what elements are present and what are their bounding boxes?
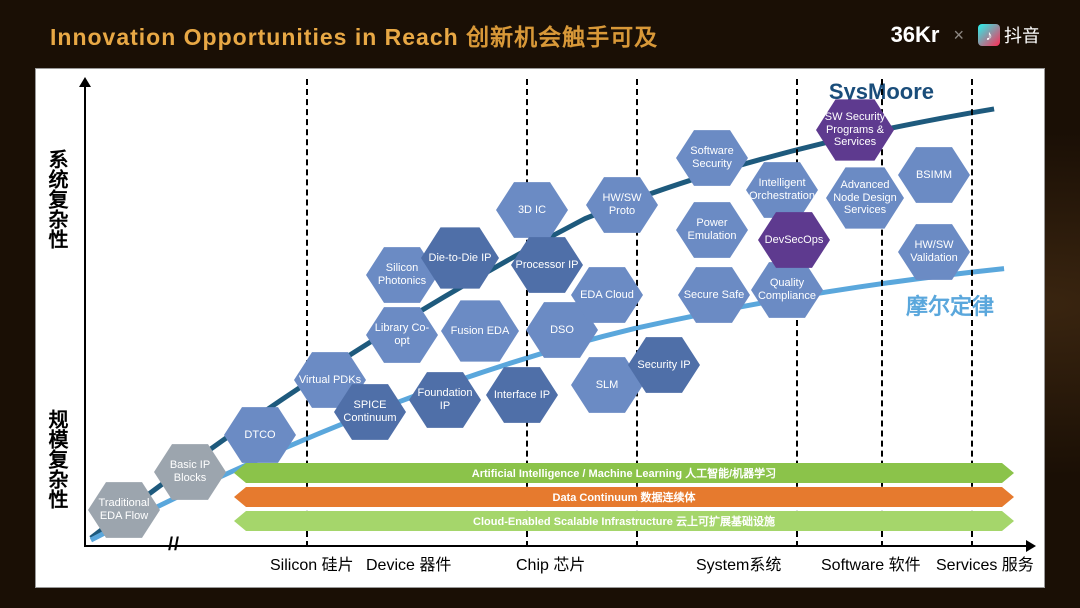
hex-proto: HW/SW Proto [586,174,658,236]
hex-adv-node: Advanced Node Design Services [826,164,904,232]
logo-separator: × [953,25,964,46]
hex-3dic: 3D IC [496,179,568,241]
hex-power: Power Emulation [676,199,748,261]
hex-foundation: Foundation IP [409,369,481,431]
chart-container: 系统复杂性 规模复杂性 / / SysMoore 摩尔定律 Silicon 硅片… [35,68,1045,588]
x-axis-label: Software 软件 [821,551,921,575]
hex-library: Library Co-opt [366,304,438,366]
x-axis-label: Services 服务 [936,551,1034,575]
band-cloud: Cloud-Enabled Scalable Infrastructure 云上… [234,511,1014,531]
title-zh: 创新机会触手可及 [466,24,658,50]
slide-header: Innovation Opportunities in Reach 创新机会触手… [0,0,1080,62]
band-ai: Artificial Intelligence / Machine Learni… [234,463,1014,483]
x-axis-label: Device 器件 [366,551,451,575]
hex-processor: Processor IP [511,234,583,296]
y-axis-arrow [79,71,91,87]
x-axis-label: System系统 [696,551,781,575]
douyin-icon: ♪ [978,24,1000,46]
douyin-text: 抖音 [1004,22,1040,48]
hex-orchestration: Intelligent Orchestration [746,159,818,221]
annotation-moore: 摩尔定律 [906,289,994,321]
hex-validation: HW/SW Validation [898,221,970,283]
hex-quality: Quality Compliance [751,259,823,321]
axis-break: / / [168,534,177,555]
x-axis-label: Silicon 硅片 [270,551,354,575]
logo-douyin: ♪ 抖音 [978,22,1040,48]
y-axis [84,79,86,547]
hex-sw-sec: Software Security [676,127,748,189]
y-axis-label-lower: 规模复杂性 [42,409,71,509]
slide-title: Innovation Opportunities in Reach 创新机会触手… [50,18,658,52]
hex-bsimm: BSIMM [898,144,970,206]
hex-interface: Interface IP [486,364,558,426]
hex-traditional-eda: Traditional EDA Flow [88,479,160,541]
x-axis [84,545,1034,547]
logo-36kr: 36Kr [891,22,940,48]
band-data: Data Continuum 数据连续体 [234,487,1014,507]
logo-group: 36Kr × ♪ 抖音 [891,22,1040,48]
hex-dtco: DTCO [224,404,296,466]
hex-basic-ip: Basic IP Blocks [154,441,226,503]
x-axis-label: Chip 芯片 [516,551,585,575]
title-en: Innovation Opportunities in Reach [50,24,459,50]
hex-devsecops: DevSecOps [758,209,830,271]
y-axis-label-upper: 系统复杂性 [42,149,71,249]
hex-fusion: Fusion EDA [441,297,519,365]
hex-secure-safe: Secure Safe [678,264,750,326]
